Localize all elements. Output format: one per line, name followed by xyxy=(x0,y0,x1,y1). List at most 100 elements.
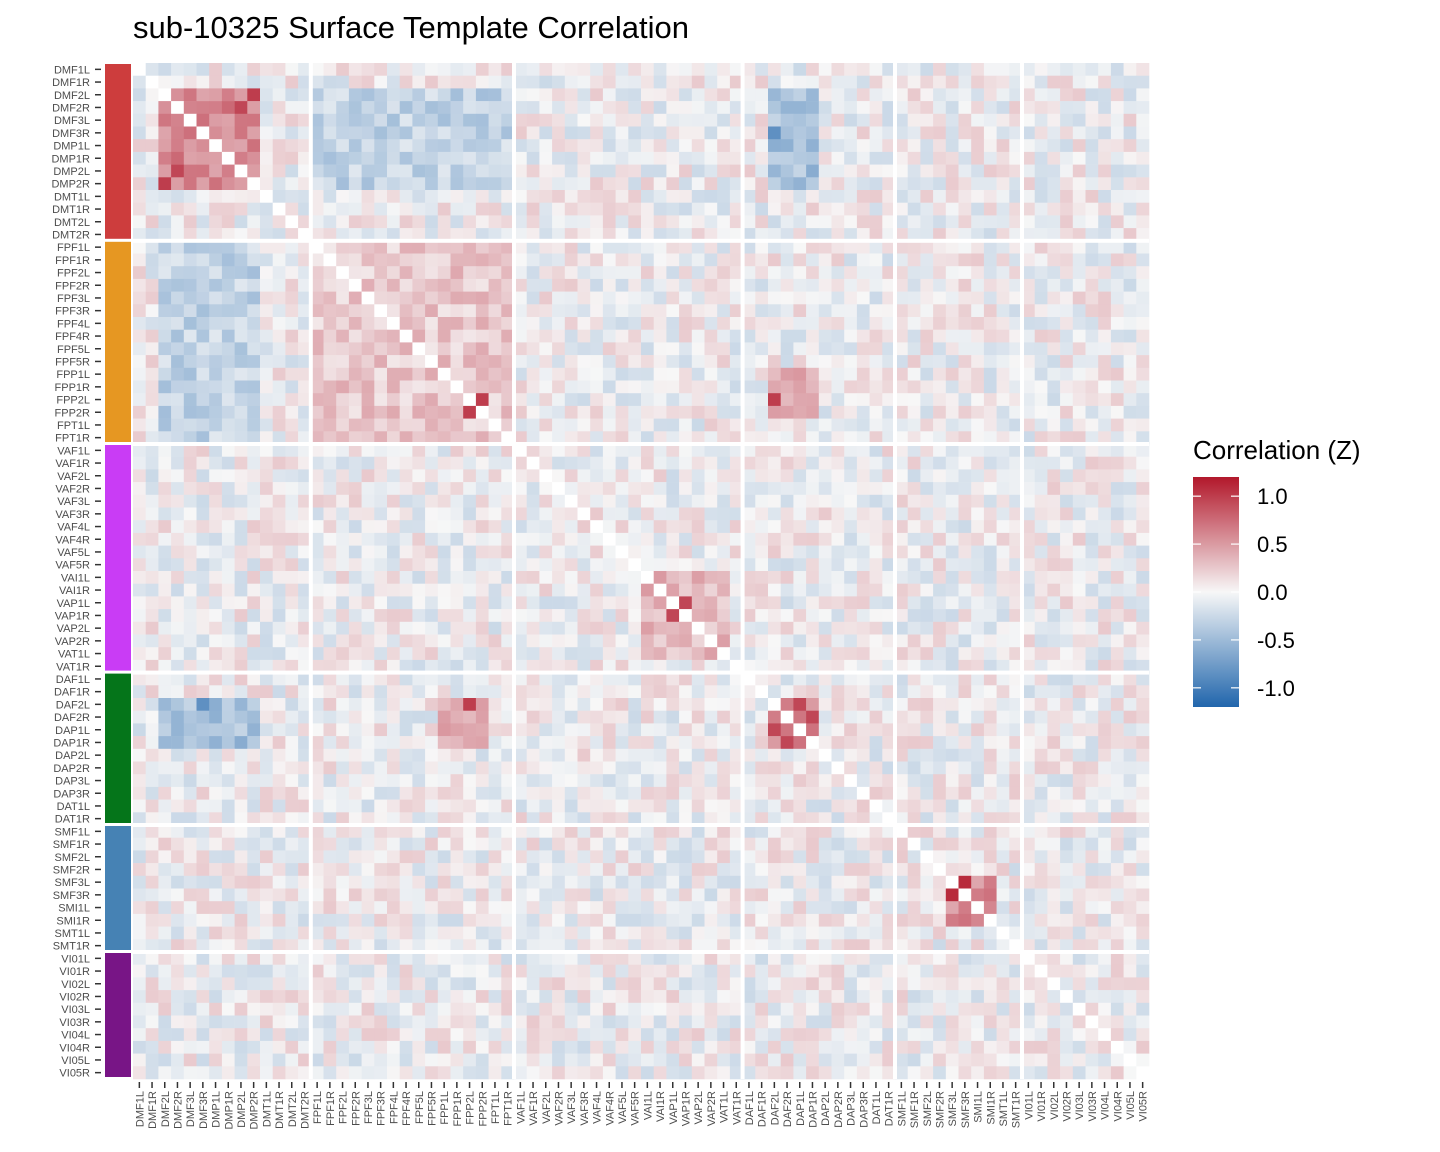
heatmap-cell xyxy=(666,672,680,686)
heatmap-cell xyxy=(653,164,667,178)
heatmap-cell xyxy=(628,685,642,699)
heatmap-cell xyxy=(209,710,223,724)
heatmap-cell xyxy=(831,63,845,76)
heatmap-cell xyxy=(679,710,693,724)
heatmap-cell xyxy=(1034,126,1048,140)
heatmap-cell xyxy=(1123,405,1137,419)
heatmap-cell xyxy=(983,202,997,216)
heatmap-cell xyxy=(1136,520,1150,534)
heatmap-cell xyxy=(945,545,959,559)
heatmap-cell xyxy=(539,799,553,813)
heatmap-cell xyxy=(933,101,947,115)
heatmap-cell xyxy=(602,761,616,775)
heatmap-cell xyxy=(907,596,921,610)
heatmap-cell xyxy=(285,659,299,673)
heatmap-cell xyxy=(437,825,451,838)
heatmap-cell xyxy=(1009,545,1023,559)
heatmap-cell xyxy=(818,736,832,750)
heatmap-cell xyxy=(158,672,172,686)
heatmap-cell xyxy=(539,113,553,127)
heatmap-cell xyxy=(945,266,959,280)
heatmap-cell xyxy=(221,786,235,800)
heatmap-cell xyxy=(475,634,489,648)
heatmap-cell xyxy=(1123,63,1137,76)
heatmap-cell xyxy=(856,215,870,229)
heatmap-cell xyxy=(1123,647,1137,661)
heatmap-cell xyxy=(209,431,223,445)
heatmap-cell xyxy=(971,304,985,318)
heatmap-cell xyxy=(895,164,908,178)
heatmap-cell xyxy=(666,393,680,407)
heatmap-cell xyxy=(856,240,870,254)
heatmap-cell xyxy=(234,202,248,216)
heatmap-cell xyxy=(882,278,896,292)
heatmap-cell xyxy=(895,317,908,330)
heatmap-cell xyxy=(450,63,464,76)
heatmap-cell xyxy=(729,786,743,800)
heatmap-cell xyxy=(1085,405,1099,419)
heatmap-cell xyxy=(907,456,921,470)
heatmap-cell xyxy=(945,380,959,394)
heatmap-cell xyxy=(298,215,312,229)
heatmap-cell xyxy=(1123,101,1137,115)
heatmap-cell xyxy=(310,571,324,584)
heatmap-cell xyxy=(653,482,667,496)
heatmap-cell xyxy=(704,278,718,292)
heatmap-cell xyxy=(793,634,807,648)
heatmap-cell xyxy=(183,393,197,407)
heatmap-cell xyxy=(641,698,654,711)
heatmap-cell xyxy=(971,329,985,343)
heatmap-cell xyxy=(831,405,845,419)
heatmap-cell xyxy=(755,431,769,445)
heatmap-cell xyxy=(793,621,807,635)
heatmap-cell xyxy=(895,634,908,648)
heatmap-cell xyxy=(704,228,718,242)
heatmap-cell xyxy=(844,672,858,686)
heatmap-cell xyxy=(437,177,451,191)
heatmap-cell xyxy=(679,761,693,775)
heatmap-cell xyxy=(247,405,261,419)
heatmap-cell xyxy=(806,659,820,673)
heatmap-cell xyxy=(945,761,959,775)
heatmap-cell xyxy=(361,177,375,191)
heatmap-cell xyxy=(501,609,515,623)
heatmap-cell xyxy=(793,405,807,419)
heatmap-cell xyxy=(171,558,185,572)
heatmap-cell xyxy=(272,63,286,76)
heatmap-cell xyxy=(196,405,210,419)
heatmap-cell xyxy=(742,278,756,292)
heatmap-cell xyxy=(666,126,680,140)
heatmap-cell xyxy=(221,456,235,470)
heatmap-cell xyxy=(780,342,794,356)
heatmap-cell xyxy=(704,482,718,496)
heatmap-cell xyxy=(336,240,350,254)
heatmap-cell xyxy=(450,583,464,597)
heatmap-cell xyxy=(260,190,273,203)
heatmap-cell xyxy=(590,545,604,559)
heatmap-cell xyxy=(1110,799,1124,813)
heatmap-cell xyxy=(971,736,985,750)
heatmap-cell xyxy=(615,545,629,559)
heatmap-cell xyxy=(729,545,743,559)
heatmap-cell xyxy=(602,190,616,203)
heatmap-cell xyxy=(971,659,985,673)
heatmap-cell xyxy=(221,317,235,330)
heatmap-cell xyxy=(666,659,680,673)
heatmap-cell xyxy=(209,723,223,737)
heatmap-cell xyxy=(983,520,997,534)
heatmap-cell xyxy=(552,647,566,661)
heatmap-cell xyxy=(437,75,451,89)
heatmap-cell xyxy=(1072,75,1086,89)
heatmap-cell xyxy=(323,101,337,115)
heatmap-cell xyxy=(399,825,413,838)
heatmap-cell xyxy=(882,825,896,838)
heatmap-cell xyxy=(971,164,985,178)
heatmap-cell xyxy=(602,444,616,457)
heatmap-cell xyxy=(539,367,553,381)
heatmap-cell xyxy=(221,698,235,711)
heatmap-cell xyxy=(590,558,604,572)
heatmap-cell xyxy=(641,317,654,330)
heatmap-cell xyxy=(818,571,832,584)
heatmap-cell xyxy=(387,799,400,813)
heatmap-cell xyxy=(399,469,413,483)
